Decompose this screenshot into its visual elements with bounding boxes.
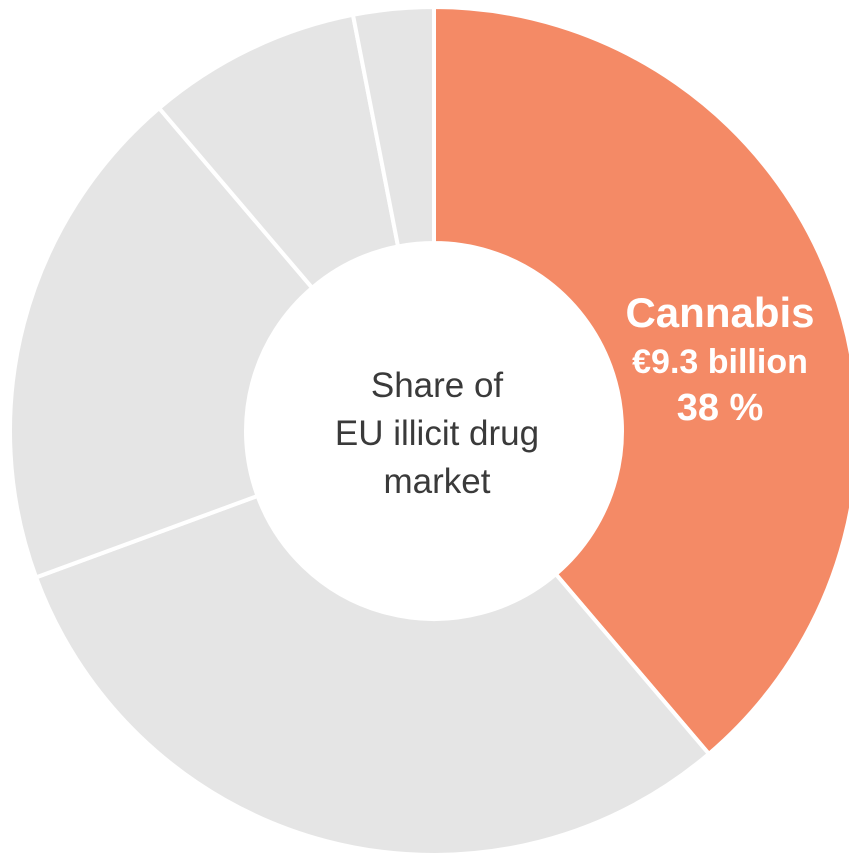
slice-cannabis [432,4,849,757]
center-title-line-1: Share of [370,366,504,405]
slice-other-2 [8,105,315,581]
slice-other-4 [350,4,436,249]
slice-label-value: €9.3 billion [632,343,808,381]
slice-label-name: Cannabis [625,289,815,336]
center-title-line-3: market [383,462,491,501]
chart-center-title: Share of EU illicit drug market [282,362,592,506]
slice-label-percent: 38 % [676,387,764,429]
slice-other-1 [33,493,712,853]
cannabis-slice-label: Cannabis €9.3 billion 38 % [600,286,840,432]
donut-slices [8,4,849,853]
center-title-line-2: EU illicit drug [334,414,540,453]
